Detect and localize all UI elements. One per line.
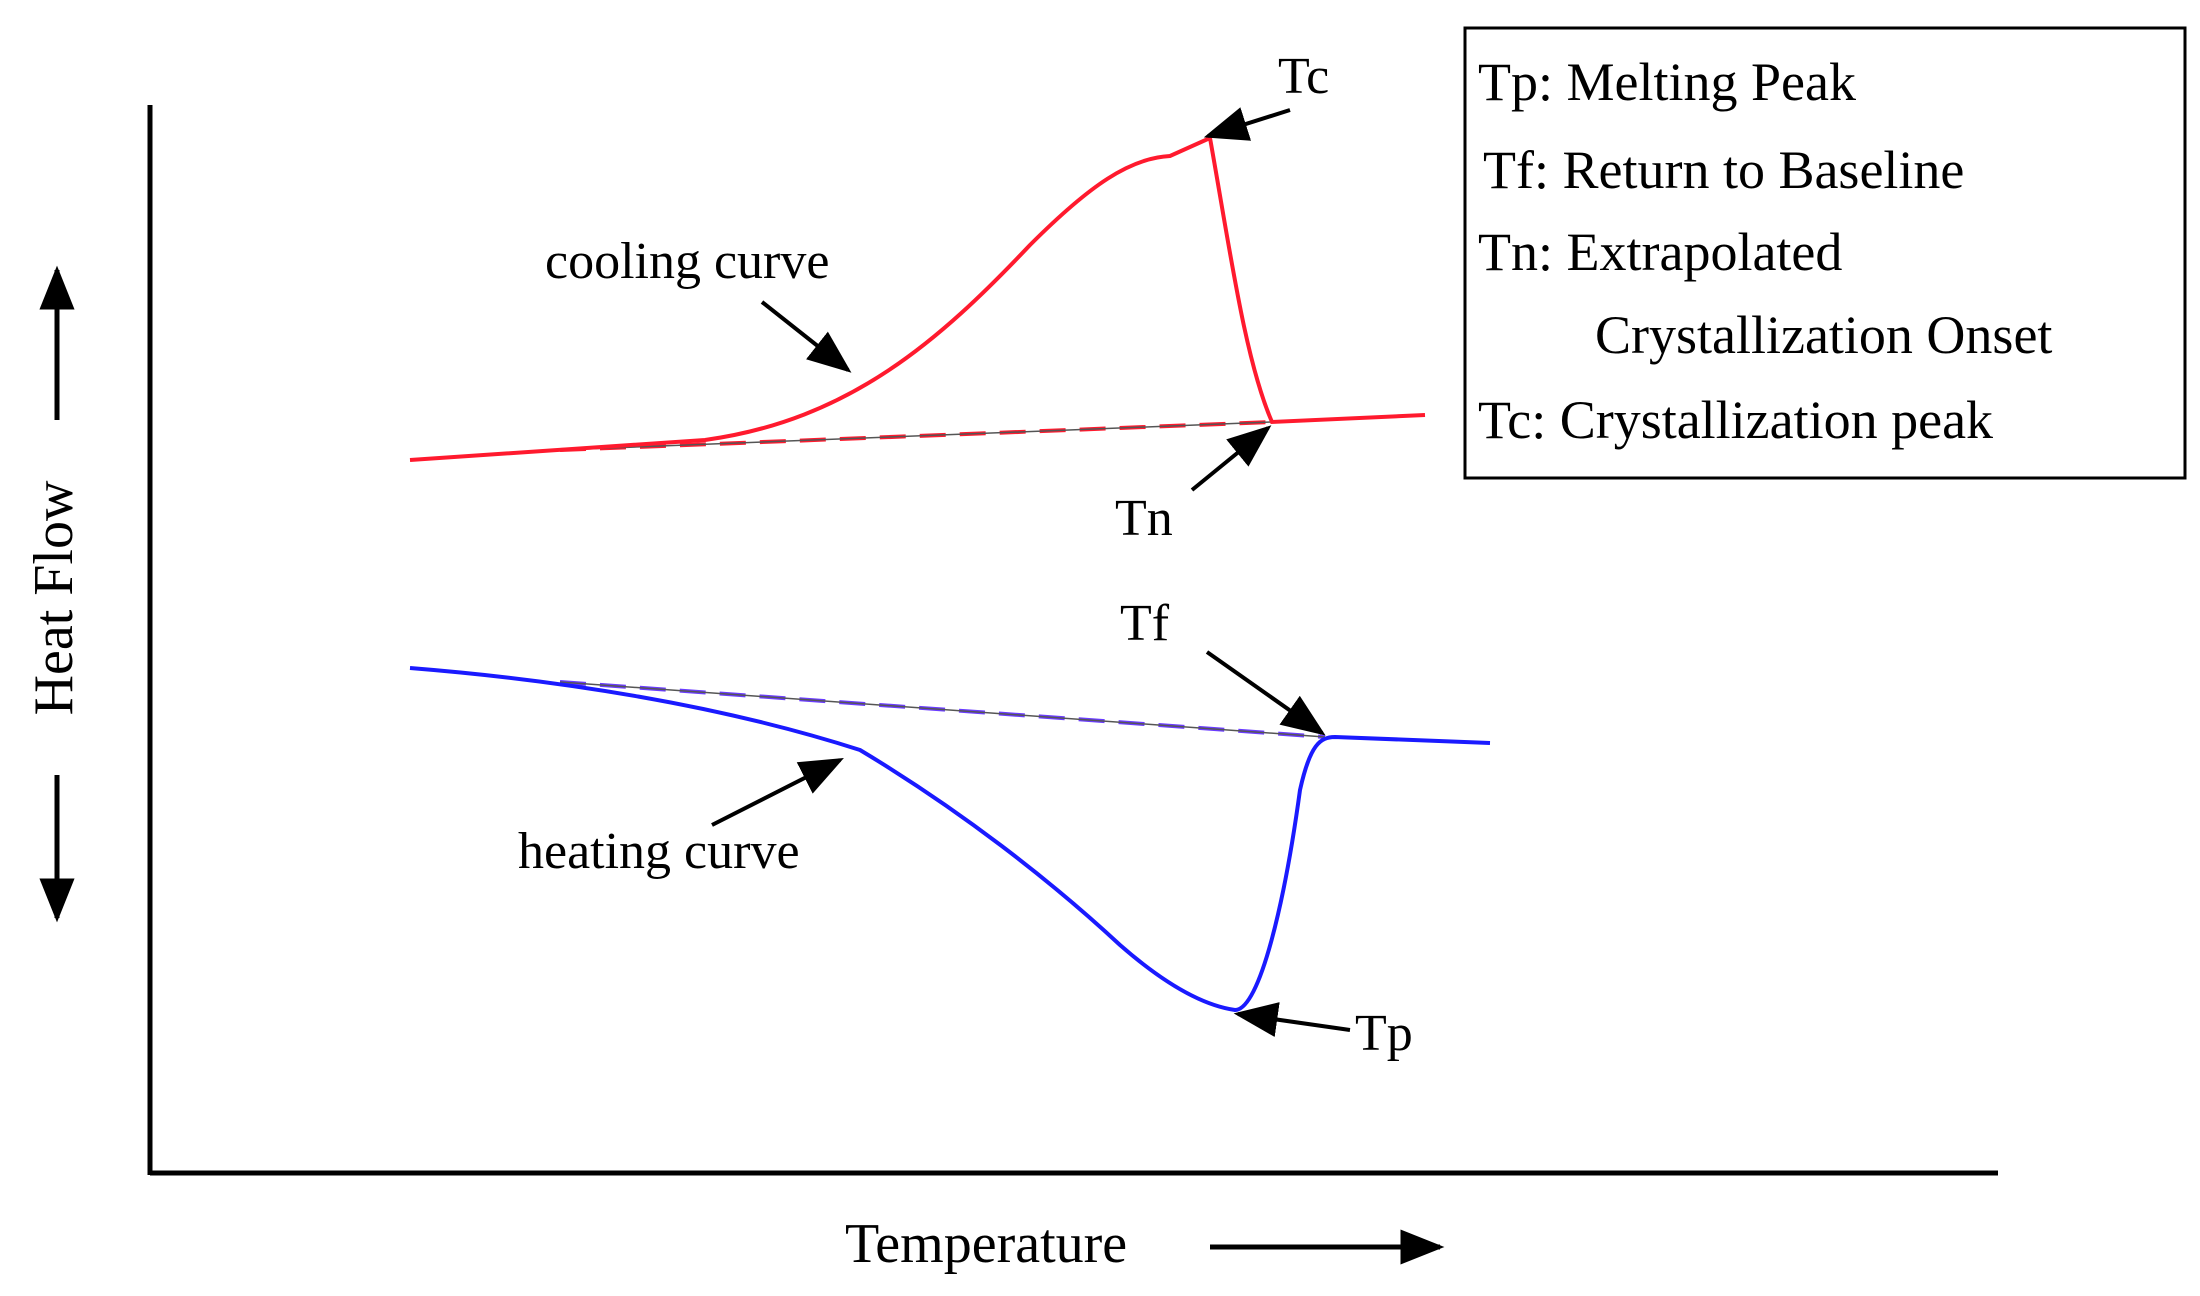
legend-desc: Crystallization Onset bbox=[1595, 305, 2052, 365]
tc-arrow bbox=[1203, 107, 1291, 141]
tn-arrow bbox=[1190, 425, 1272, 492]
legend-term: Tn bbox=[1478, 222, 1538, 282]
legend: Tp: Melting Peak Tf: Return to Baseline … bbox=[1463, 26, 2187, 480]
legend-item: Crystallization Onset bbox=[1595, 305, 2052, 365]
tp-label: Tp bbox=[1355, 1005, 1413, 1062]
x-axis-title: Temperature bbox=[845, 1213, 1127, 1275]
heating-curve-arrow bbox=[711, 758, 844, 827]
legend-item: Tf: Return to Baseline bbox=[1483, 140, 1964, 200]
heating-baseline-thin bbox=[559, 681, 1326, 738]
cooling-curve-label: cooling curve bbox=[545, 233, 829, 290]
legend-term: Tf bbox=[1483, 140, 1534, 200]
tf-arrow bbox=[1205, 650, 1326, 736]
y-axis-title: Heat Flow bbox=[23, 480, 85, 715]
cooling-curve bbox=[409, 135, 1426, 462]
cooling-curve-arrow bbox=[760, 300, 852, 373]
tp-arrow bbox=[1233, 1002, 1351, 1038]
heating-curve-label: heating curve bbox=[518, 823, 800, 880]
legend-item: Tc: Crystallization peak bbox=[1478, 390, 1993, 450]
cooling-baseline-thin bbox=[559, 421, 1273, 451]
legend-term: Tc bbox=[1478, 390, 1531, 450]
legend-desc: : Crystallization peak bbox=[1531, 390, 1993, 450]
legend-item: Tn: Extrapolated bbox=[1478, 222, 1842, 282]
legend-frame bbox=[1463, 26, 2187, 480]
heating-curve bbox=[409, 666, 1491, 1013]
tc-label: Tc bbox=[1278, 48, 1329, 105]
legend-desc: : Return to Baseline bbox=[1534, 140, 1964, 200]
legend-desc: : Melting Peak bbox=[1538, 52, 1856, 112]
tn-label: Tn bbox=[1115, 490, 1173, 547]
tf-label: Tf bbox=[1120, 595, 1170, 652]
legend-desc: : Extrapolated bbox=[1538, 222, 1842, 282]
legend-term: Tp bbox=[1478, 52, 1538, 112]
legend-item: Tp: Melting Peak bbox=[1478, 52, 1856, 112]
